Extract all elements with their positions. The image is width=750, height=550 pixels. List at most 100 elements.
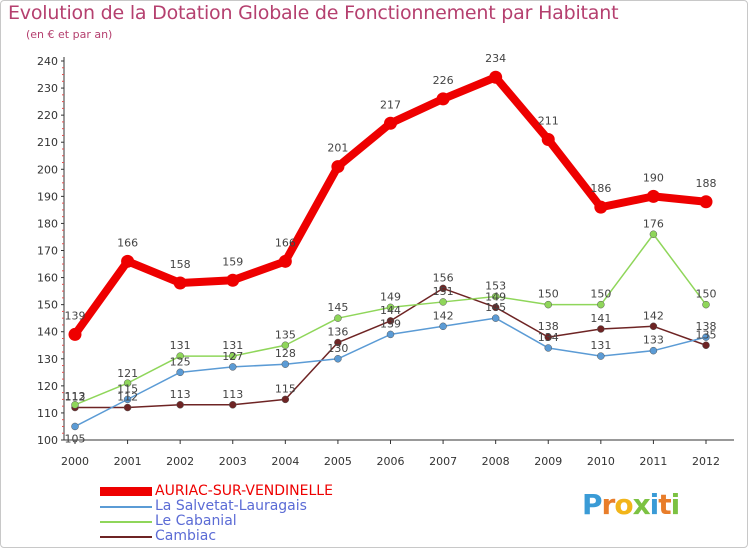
data-point-la-salvetat-lauragais [229,363,237,371]
logo-letter: t [658,488,671,521]
data-label-le-cabanial: 153 [485,280,506,293]
data-point-la-salvetat-lauragais [597,352,605,360]
logo-letter: x [632,488,651,521]
data-label-cambiac: 149 [485,290,506,303]
data-point-la-salvetat-lauragais [334,355,342,363]
data-point-le-cabanial [281,341,290,349]
data-point-la-salvetat-lauragais [544,344,552,352]
data-point-auriac-sur-vendinelle [173,276,187,290]
logo-letter: r [601,488,616,521]
data-point-la-salvetat-lauragais [386,330,395,339]
y-tick-label: 100 [37,434,58,447]
data-label-cambiac: 112 [117,391,138,404]
data-label-la-salvetat-lauragais: 128 [275,347,296,360]
data-point-cambiac [439,284,447,293]
x-tick-label: 2000 [61,455,89,468]
y-tick-label: 230 [37,82,58,95]
legend-swatch [100,521,152,523]
x-tick-label: 2012 [692,455,720,468]
data-label-auriac-sur-vendinelle: 188 [696,177,717,190]
data-point-auriac-sur-vendinelle [278,254,292,268]
data-point-le-cabanial [649,230,658,239]
data-label-auriac-sur-vendinelle: 139 [65,309,86,322]
data-label-cambiac: 142 [643,309,664,322]
y-tick-label: 130 [37,353,58,366]
y-tick-label: 160 [37,272,58,285]
data-point-auriac-sur-vendinelle [121,254,135,268]
legend-swatch [100,506,152,508]
data-point-la-salvetat-lauragais [649,346,658,355]
x-tick-label: 2004 [271,455,299,468]
data-label-le-cabanial: 145 [327,301,348,314]
data-point-auriac-sur-vendinelle [541,133,555,147]
data-label-cambiac: 138 [538,320,559,333]
data-label-auriac-sur-vendinelle: 234 [485,52,506,65]
chart-title: Evolution de la Dotation Globale de Fonc… [8,2,619,24]
data-point-cambiac [176,401,184,409]
data-label-la-salvetat-lauragais: 145 [485,301,506,314]
data-label-cambiac: 156 [433,271,454,284]
data-point-cambiac [281,395,290,404]
data-point-le-cabanial [439,298,447,306]
y-tick-label: 110 [37,407,58,420]
data-point-auriac-sur-vendinelle [489,70,503,84]
data-label-cambiac: 113 [170,388,191,401]
data-point-auriac-sur-vendinelle [384,116,397,130]
logo-letter: i [670,488,681,521]
data-point-cambiac [229,401,237,409]
data-label-cambiac: 115 [275,382,296,395]
data-label-auriac-sur-vendinelle: 217 [380,98,401,111]
data-point-cambiac [491,303,500,312]
data-label-auriac-sur-vendinelle: 201 [327,142,348,155]
data-label-la-salvetat-lauragais: 134 [538,331,559,344]
x-tick-label: 2002 [166,455,194,468]
data-point-le-cabanial [334,314,342,322]
data-label-auriac-sur-vendinelle: 226 [433,74,454,87]
data-label-auriac-sur-vendinelle: 186 [590,182,611,195]
x-tick-label: 2007 [429,455,457,468]
data-label-la-salvetat-lauragais: 125 [170,355,191,368]
data-label-le-cabanial: 135 [275,328,296,341]
y-tick-label: 210 [37,136,58,149]
y-tick-label: 170 [37,245,58,258]
data-label-cambiac: 141 [590,312,611,325]
data-point-cambiac [386,317,395,325]
data-label-la-salvetat-lauragais: 139 [380,317,401,330]
data-point-cambiac [544,333,552,341]
data-point-auriac-sur-vendinelle [331,160,345,174]
data-label-le-cabanial: 113 [65,390,86,403]
data-point-le-cabanial [176,352,184,360]
data-label-auriac-sur-vendinelle: 190 [643,171,664,184]
x-tick-label: 2001 [114,455,142,468]
data-point-le-cabanial [71,401,79,409]
data-point-la-salvetat-lauragais [439,322,447,331]
data-label-auriac-sur-vendinelle: 166 [117,236,138,249]
data-point-cambiac [649,322,658,331]
data-point-le-cabanial [386,303,395,312]
proxiti-logo: Proxiti [582,488,681,521]
data-label-le-cabanial: 150 [590,288,611,301]
data-point-la-salvetat-lauragais [176,368,184,377]
data-label-cambiac: 112 [65,391,86,404]
data-point-cambiac [334,338,342,347]
x-tick-label: 2006 [377,455,405,468]
data-point-le-cabanial [229,352,237,360]
legend-swatch [100,536,152,538]
y-tick-label: 120 [37,380,58,393]
data-point-cambiac [123,403,132,412]
logo-letter: i [649,488,660,521]
x-tick-label: 2005 [324,455,352,468]
x-tick-label: 2003 [219,455,247,468]
y-tick-label: 180 [37,217,58,230]
data-label-le-cabanial: 131 [222,339,243,352]
data-point-auriac-sur-vendinelle [594,200,608,214]
logo-letter: o [614,488,633,521]
y-tick-label: 200 [37,163,58,176]
data-label-cambiac: 113 [222,388,243,401]
x-tick-label: 2009 [534,455,562,468]
data-point-auriac-sur-vendinelle [646,189,660,203]
data-point-auriac-sur-vendinelle [436,92,450,106]
data-label-le-cabanial: 131 [170,339,191,352]
